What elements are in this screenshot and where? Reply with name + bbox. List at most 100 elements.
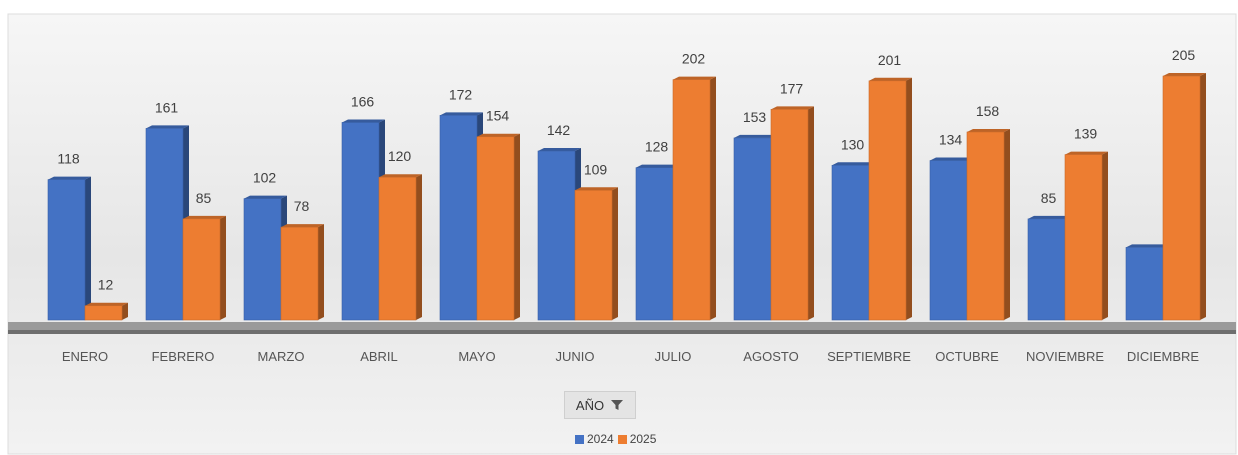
category-label-agosto: AGOSTO	[743, 349, 798, 364]
bars-group	[47, 73, 1206, 321]
bar-2025-mayo[interactable]	[476, 136, 515, 321]
data-label-2025-marzo: 78	[294, 198, 310, 214]
bar-2024-junio[interactable]	[537, 150, 576, 321]
legend-label-2025: 2025	[629, 432, 657, 446]
bar-2024-marzo[interactable]	[243, 198, 282, 321]
data-label-2025-septiembre: 201	[878, 52, 902, 68]
bar-2025-noviembre[interactable]	[1064, 154, 1103, 321]
year-filter-label: AÑO	[575, 397, 605, 413]
legend-label-2024: 2024	[587, 432, 614, 446]
bar-2024-abril[interactable]	[341, 122, 380, 321]
bar-2025-mayo-side	[514, 133, 520, 320]
bar-2025-enero-side	[122, 302, 128, 320]
legend-item-2025[interactable]: 2025	[617, 432, 657, 446]
category-label-abril: ABRIL	[360, 349, 398, 364]
data-label-2025-mayo: 154	[486, 108, 510, 124]
bar-2025-noviembre-top	[1065, 151, 1108, 155]
category-label-diciembre: DICIEMBRE	[1127, 349, 1200, 364]
bar-2025-agosto[interactable]	[770, 109, 809, 321]
bar-2025-agosto-top	[771, 106, 814, 110]
bar-2024-mayo[interactable]	[439, 115, 478, 321]
bar-2025-marzo-top	[281, 224, 324, 228]
data-label-2024-noviembre: 85	[1041, 190, 1057, 206]
data-label-2025-agosto: 177	[780, 80, 804, 96]
bar-2025-marzo[interactable]	[280, 226, 319, 321]
bar-2025-febrero[interactable]	[182, 218, 221, 321]
bar-2024-junio-top	[538, 148, 581, 152]
category-label-mayo: MAYO	[458, 349, 495, 364]
legend: 2024 2025	[575, 430, 656, 448]
data-label-2025-junio: 109	[584, 161, 608, 177]
bar-2025-enero-top	[85, 302, 128, 306]
category-label-enero: ENERO	[62, 349, 108, 364]
legend-swatch-2025	[617, 434, 627, 444]
bar-2025-diciembre[interactable]	[1162, 75, 1201, 321]
year-filter-button[interactable]: AÑO	[564, 391, 636, 419]
bar-2024-agosto-top	[734, 134, 777, 138]
bar-2024-octubre-top	[930, 157, 973, 161]
legend-swatch-2024	[575, 434, 584, 444]
data-label-2025-abril: 120	[388, 148, 412, 164]
bar-2025-abril-side	[416, 174, 422, 320]
bar-2025-diciembre-side	[1200, 73, 1206, 320]
bar-2025-septiembre-top	[869, 77, 912, 81]
filter-icon	[610, 399, 624, 411]
category-label-febrero: FEBRERO	[152, 349, 215, 364]
chart-floor	[8, 322, 1236, 334]
bar-2025-septiembre-side	[906, 77, 912, 320]
bar-2025-abril-top	[379, 174, 422, 178]
data-label-2024-febrero: 161	[155, 99, 179, 115]
category-label-noviembre: NOVIEMBRE	[1026, 349, 1104, 364]
bar-2024-septiembre-top	[832, 162, 875, 166]
bar-2024-enero-side	[85, 176, 91, 320]
data-label-2024-abril: 166	[351, 93, 375, 109]
legend-item-2024[interactable]: 2024	[575, 432, 614, 446]
data-label-2025-enero: 12	[98, 277, 114, 293]
bar-2024-enero-top	[48, 176, 91, 180]
bar-2025-junio-top	[575, 187, 618, 191]
bar-2024-septiembre[interactable]	[831, 165, 870, 321]
bar-2025-octubre-top	[967, 128, 1010, 132]
bar-2025-agosto-side	[808, 106, 814, 321]
bar-2024-enero[interactable]	[47, 179, 86, 321]
data-label-2024-enero: 118	[57, 151, 80, 167]
bar-2025-junio[interactable]	[574, 189, 613, 321]
bar-2025-abril[interactable]	[378, 176, 417, 321]
category-label-julio: JULIO	[655, 349, 692, 364]
bar-2025-julio[interactable]	[672, 79, 711, 321]
data-label-2024-agosto: 153	[743, 109, 767, 125]
bar-2024-octubre[interactable]	[929, 160, 968, 321]
data-label-2024-mayo: 172	[449, 86, 473, 102]
bar-2024-noviembre-top	[1028, 215, 1071, 219]
data-label-2024-octubre: 134	[939, 132, 963, 148]
bar-2025-octubre[interactable]	[966, 131, 1005, 321]
data-labels-group: 118 12 161 85 102 78 166 120 172 154 142 109 128 202 1…	[57, 47, 1195, 293]
bar-2025-enero[interactable]	[84, 305, 123, 321]
bar-2024-noviembre[interactable]	[1027, 218, 1066, 321]
floor-band	[8, 322, 1236, 330]
bar-2024-diciembre[interactable]	[1125, 247, 1164, 321]
bar-2024-julio[interactable]	[635, 167, 674, 321]
bar-2024-febrero-top	[146, 125, 189, 129]
bar-2024-agosto[interactable]	[733, 137, 772, 321]
bar-2025-septiembre[interactable]	[868, 80, 907, 321]
bar-2024-abril-top	[342, 119, 385, 123]
category-labels-group: ENERO FEBRERO MARZO ABRIL MAYO JUNIO JULIO AGOS…	[62, 349, 1200, 364]
bar-2024-mayo-top	[440, 112, 483, 116]
bar-2025-octubre-side	[1004, 128, 1010, 320]
floor-edge	[8, 330, 1236, 334]
category-label-septiembre: SEPTIEMBRE	[827, 349, 911, 364]
data-label-2024-septiembre: 130	[841, 136, 865, 152]
data-label-2025-noviembre: 139	[1074, 126, 1098, 142]
data-label-2025-febrero: 85	[196, 190, 212, 206]
data-label-2025-octubre: 158	[976, 103, 1000, 119]
bar-2025-junio-side	[612, 187, 618, 320]
category-label-junio: JUNIO	[556, 349, 595, 364]
data-label-2024-julio: 128	[645, 139, 669, 155]
bar-2025-julio-top	[673, 76, 716, 80]
bar-2024-febrero[interactable]	[145, 128, 184, 321]
bar-2024-julio-top	[636, 164, 679, 168]
bar-2024-diciembre-top	[1126, 244, 1169, 248]
data-label-2024-junio: 142	[547, 122, 571, 138]
